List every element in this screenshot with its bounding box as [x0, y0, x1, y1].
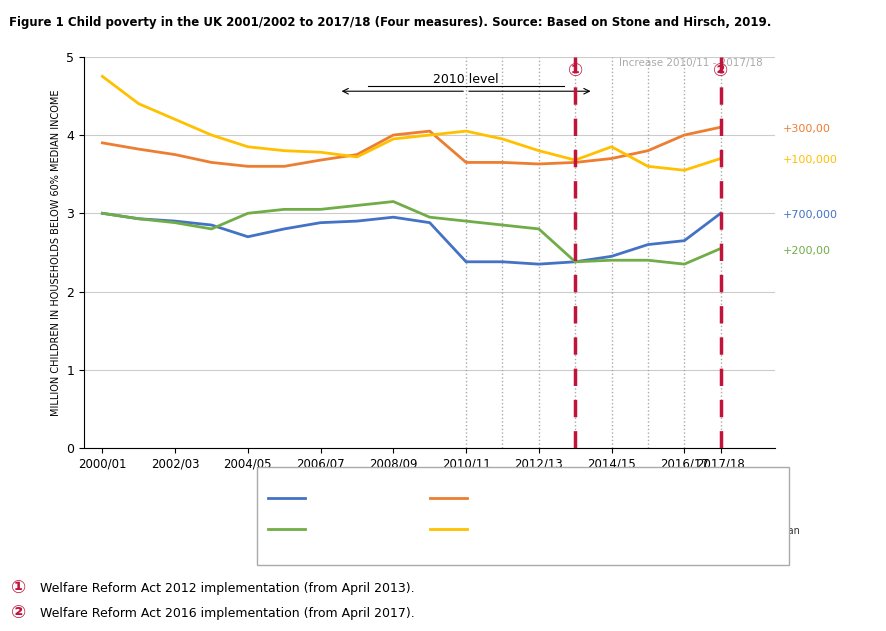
Text: Increase 2010/11 - 2017/18: Increase 2010/11 - 2017/18	[618, 58, 763, 68]
Text: ①: ①	[568, 62, 583, 80]
Text: LEGEND: LEGEND	[268, 477, 317, 487]
Text: Welfare Reform Act 2012 implementation (from April 2013).: Welfare Reform Act 2012 implementation (…	[40, 582, 415, 594]
Text: +300,00: +300,00	[782, 124, 830, 134]
Text: +100,000: +100,000	[782, 155, 837, 165]
Text: "Absolute" BHC: "Absolute" BHC	[311, 524, 397, 534]
Text: Figure 1 Child poverty in the UK 2001/2002 to 2017/18 (Four measures). Source: B: Figure 1 Child poverty in the UK 2001/20…	[9, 16, 771, 29]
Text: "Absolute" AHC: "Absolute" AHC	[473, 524, 559, 534]
Text: Relative BHC: Relative BHC	[311, 493, 384, 504]
Text: ②: ②	[11, 604, 26, 622]
Text: ②: ②	[713, 62, 728, 80]
Text: +700,000: +700,000	[782, 210, 837, 220]
X-axis label: Year: Year	[412, 473, 447, 488]
Text: Relative: compared to current year median
"Absolute": compared to 2010 median: Relative: compared to current year media…	[589, 526, 800, 547]
Text: BHC: Before Housing Costs
ANC: After Housing Costs: BHC: Before Housing Costs ANC: After Hou…	[589, 492, 721, 514]
Text: Welfare Reform Act 2016 implementation (from April 2017).: Welfare Reform Act 2016 implementation (…	[40, 607, 415, 620]
Text: Relative AHC: Relative AHC	[473, 493, 546, 504]
Text: 2010 level: 2010 level	[433, 73, 499, 86]
Text: +200,00: +200,00	[782, 246, 830, 256]
Text: ①: ①	[11, 579, 26, 597]
Y-axis label: MILLION CHILDREN IN HOUSEHOLDS BELOW 60% MEDIAN INCOME: MILLION CHILDREN IN HOUSEHOLDS BELOW 60%…	[51, 89, 61, 416]
